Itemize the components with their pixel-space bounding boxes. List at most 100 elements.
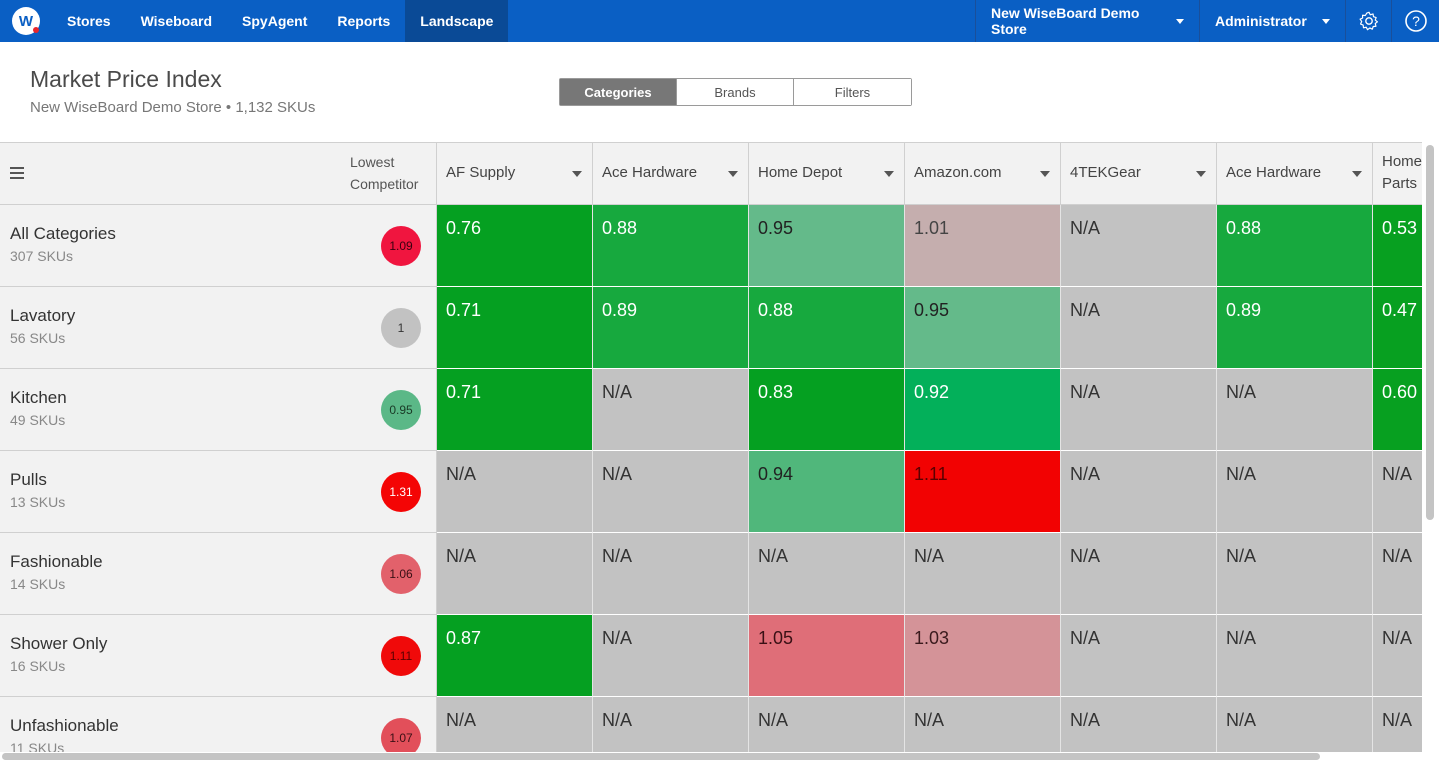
vertical-scrollbar[interactable] bbox=[1426, 145, 1434, 520]
category-cell[interactable]: All Categories 307 SKUs 1.09 bbox=[0, 205, 437, 287]
table-row[interactable]: Fashionable 14 SKUs 1.06 N/A N/A N/A N/A N/A N/A… bbox=[0, 533, 1422, 615]
price-index-cell[interactable]: 0.92 bbox=[905, 369, 1061, 451]
price-index-value: 0.83 bbox=[758, 382, 794, 402]
price-index-cell[interactable]: N/A bbox=[749, 697, 905, 752]
settings-button[interactable] bbox=[1345, 0, 1391, 42]
store-selector[interactable]: New WiseBoard Demo Store bbox=[975, 0, 1199, 42]
price-index-cell[interactable]: 0.71 bbox=[437, 287, 593, 369]
price-index-cell[interactable]: N/A bbox=[905, 697, 1061, 752]
price-index-cell[interactable]: N/A bbox=[593, 615, 749, 697]
competitor-name: AF Supply bbox=[446, 164, 516, 181]
horizontal-scrollbar[interactable] bbox=[2, 753, 1320, 760]
price-index-cell[interactable]: 0.60 bbox=[1373, 369, 1422, 451]
price-index-cell[interactable]: 0.88 bbox=[593, 205, 749, 287]
price-index-cell[interactable]: N/A bbox=[1061, 369, 1217, 451]
chevron-down-icon[interactable] bbox=[1040, 171, 1050, 177]
price-index-cell[interactable]: 0.71 bbox=[437, 369, 593, 451]
price-index-cell[interactable]: N/A bbox=[1373, 533, 1422, 615]
price-index-cell[interactable]: 0.47 bbox=[1373, 287, 1422, 369]
price-index-grid: Lowest Competitor AF Supply Ace Hardware H… bbox=[0, 142, 1422, 752]
price-index-cell[interactable]: N/A bbox=[593, 369, 749, 451]
competitor-header[interactable]: Home Depot bbox=[749, 143, 905, 205]
price-index-cell[interactable]: N/A bbox=[905, 533, 1061, 615]
price-index-cell[interactable]: N/A bbox=[437, 697, 593, 752]
table-row[interactable]: Unfashionable 11 SKUs 1.07 N/A N/A N/A N/A N/A N… bbox=[0, 697, 1422, 752]
category-cell[interactable]: Unfashionable 11 SKUs 1.07 bbox=[0, 697, 437, 752]
price-index-cell[interactable]: 0.88 bbox=[1217, 205, 1373, 287]
table-row[interactable]: Kitchen 49 SKUs 0.95 0.71 N/A 0.83 0.92 N/A N/A 0… bbox=[0, 369, 1422, 451]
price-index-cell[interactable]: N/A bbox=[1061, 287, 1217, 369]
price-index-value: N/A bbox=[446, 546, 477, 566]
price-index-cell[interactable]: 0.95 bbox=[905, 287, 1061, 369]
category-cell[interactable]: Kitchen 49 SKUs 0.95 bbox=[0, 369, 437, 451]
chevron-down-icon[interactable] bbox=[728, 171, 738, 177]
lowest-competitor-badge: 1.06 bbox=[381, 554, 421, 594]
price-index-cell[interactable]: 0.88 bbox=[749, 287, 905, 369]
price-index-cell[interactable]: N/A bbox=[1061, 533, 1217, 615]
price-index-cell[interactable]: N/A bbox=[1061, 615, 1217, 697]
table-row[interactable]: Pulls 13 SKUs 1.31 N/A N/A 0.94 1.11 N/A N/A N/A bbox=[0, 451, 1422, 533]
hamburger-menu-icon[interactable] bbox=[10, 167, 24, 179]
chevron-down-icon[interactable] bbox=[572, 171, 582, 177]
price-index-value: 0.88 bbox=[602, 218, 638, 238]
nav-item-wiseboard[interactable]: Wiseboard bbox=[140, 13, 213, 29]
price-index-cell[interactable]: 0.87 bbox=[437, 615, 593, 697]
price-index-cell[interactable]: N/A bbox=[1373, 615, 1422, 697]
price-index-cell[interactable]: N/A bbox=[749, 533, 905, 615]
category-cell[interactable]: Pulls 13 SKUs 1.31 bbox=[0, 451, 437, 533]
price-index-cell[interactable]: N/A bbox=[1217, 615, 1373, 697]
price-index-cell[interactable]: N/A bbox=[437, 533, 593, 615]
table-row[interactable]: Lavatory 56 SKUs 1 0.71 0.89 0.88 0.95 N/A 0.89 0… bbox=[0, 287, 1422, 369]
price-index-cell[interactable]: N/A bbox=[1373, 697, 1422, 752]
competitor-header[interactable]: Home Parts bbox=[1373, 143, 1422, 205]
chevron-down-icon[interactable] bbox=[1352, 171, 1362, 177]
price-index-value: N/A bbox=[1070, 300, 1101, 320]
price-index-cell[interactable]: N/A bbox=[1061, 697, 1217, 752]
help-button[interactable]: ? bbox=[1391, 0, 1439, 42]
table-row[interactable]: All Categories 307 SKUs 1.09 0.76 0.88 0.95 1.… bbox=[0, 205, 1422, 287]
category-cell[interactable]: Lavatory 56 SKUs 1 bbox=[0, 287, 437, 369]
price-index-cell[interactable]: N/A bbox=[1217, 697, 1373, 752]
price-index-cell[interactable]: N/A bbox=[1217, 533, 1373, 615]
price-index-cell[interactable]: 0.83 bbox=[749, 369, 905, 451]
nav-item-spyagent[interactable]: SpyAgent bbox=[242, 13, 308, 29]
price-index-cell[interactable]: N/A bbox=[1217, 369, 1373, 451]
nav-item-stores[interactable]: Stores bbox=[67, 13, 111, 29]
category-cell[interactable]: Fashionable 14 SKUs 1.06 bbox=[0, 533, 437, 615]
price-index-cell[interactable]: N/A bbox=[1217, 451, 1373, 533]
price-index-cell[interactable]: N/A bbox=[1373, 451, 1422, 533]
price-index-cell[interactable]: 1.01 bbox=[905, 205, 1061, 287]
tab-filters[interactable]: Filters bbox=[794, 79, 911, 105]
chevron-down-icon[interactable] bbox=[1196, 171, 1206, 177]
price-index-cell[interactable]: 0.53 bbox=[1373, 205, 1422, 287]
competitor-header[interactable]: Amazon.com bbox=[905, 143, 1061, 205]
price-index-cell[interactable]: N/A bbox=[1061, 451, 1217, 533]
price-index-cell[interactable]: 0.76 bbox=[437, 205, 593, 287]
tab-categories[interactable]: Categories bbox=[560, 79, 677, 105]
price-index-cell[interactable]: 0.94 bbox=[749, 451, 905, 533]
nav-item-landscape[interactable]: Landscape bbox=[405, 0, 509, 42]
price-index-value: 0.47 bbox=[1382, 300, 1418, 320]
tab-brands[interactable]: Brands bbox=[677, 79, 794, 105]
nav-item-reports[interactable]: Reports bbox=[337, 13, 391, 29]
price-index-cell[interactable]: 0.95 bbox=[749, 205, 905, 287]
competitor-header[interactable]: 4TEKGear bbox=[1061, 143, 1217, 205]
price-index-cell[interactable]: 1.03 bbox=[905, 615, 1061, 697]
competitor-header[interactable]: Ace Hardware bbox=[1217, 143, 1373, 205]
user-menu[interactable]: Administrator bbox=[1199, 0, 1345, 42]
chevron-down-icon[interactable] bbox=[884, 171, 894, 177]
price-index-cell[interactable]: N/A bbox=[593, 451, 749, 533]
competitor-header[interactable]: Ace Hardware bbox=[593, 143, 749, 205]
price-index-cell[interactable]: 0.89 bbox=[1217, 287, 1373, 369]
price-index-cell[interactable]: N/A bbox=[593, 697, 749, 752]
price-index-cell[interactable]: 0.89 bbox=[593, 287, 749, 369]
price-index-cell[interactable]: 1.11 bbox=[905, 451, 1061, 533]
competitor-header[interactable]: AF Supply bbox=[437, 143, 593, 205]
logo[interactable]: W bbox=[0, 0, 52, 42]
price-index-cell[interactable]: N/A bbox=[1061, 205, 1217, 287]
price-index-cell[interactable]: 1.05 bbox=[749, 615, 905, 697]
price-index-cell[interactable]: N/A bbox=[593, 533, 749, 615]
table-row[interactable]: Shower Only 16 SKUs 1.11 0.87 N/A 1.05 1.03 N/A… bbox=[0, 615, 1422, 697]
price-index-cell[interactable]: N/A bbox=[437, 451, 593, 533]
category-cell[interactable]: Shower Only 16 SKUs 1.11 bbox=[0, 615, 437, 697]
